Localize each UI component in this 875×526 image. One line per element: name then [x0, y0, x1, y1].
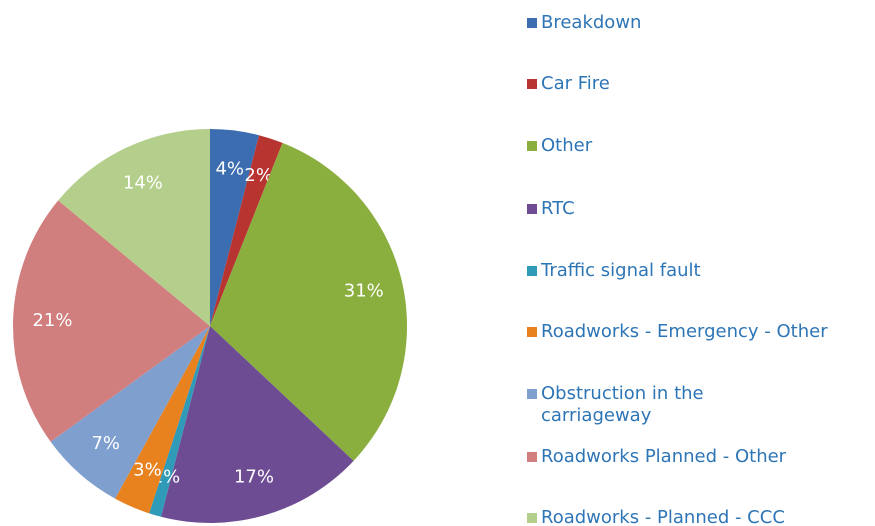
- legend-label: Traffic signal fault: [541, 260, 701, 281]
- legend-item: Roadworks Planned - Other: [527, 446, 862, 468]
- data-label: 31%: [344, 281, 384, 302]
- pie-slice: [50, 326, 210, 499]
- data-label: 7%: [91, 433, 120, 454]
- data-label: 21%: [32, 310, 72, 331]
- pie-slice: [58, 129, 210, 326]
- legend-swatch: [527, 452, 537, 462]
- pie-slice: [161, 326, 354, 524]
- data-label: 14%: [123, 172, 163, 193]
- legend-label: Breakdown: [541, 12, 642, 33]
- legend-swatch: [527, 327, 537, 337]
- data-label: 2%: [244, 165, 273, 186]
- legend-label: Roadworks - Planned - CCC: [541, 507, 785, 526]
- legend-item: Obstruction in the carriageway: [527, 383, 767, 427]
- legend-swatch: [527, 513, 537, 523]
- legend-item: Other: [527, 135, 862, 157]
- legend-item: Breakdown: [527, 12, 862, 34]
- legend-label: RTC: [541, 198, 575, 219]
- data-label: 4%: [215, 159, 244, 180]
- legend-item: RTC: [527, 198, 862, 220]
- legend-swatch: [527, 141, 537, 151]
- legend-item: Car Fire: [527, 73, 862, 95]
- legend-item: Roadworks - Emergency - Other: [527, 321, 862, 343]
- legend-swatch: [527, 266, 537, 276]
- legend-item: Roadworks - Planned - CCC: [527, 507, 862, 526]
- legend-swatch: [527, 204, 537, 214]
- pie-slice: [210, 129, 259, 326]
- pie-slice: [115, 326, 210, 514]
- pie-slice: [210, 135, 283, 326]
- legend-swatch: [527, 18, 537, 28]
- pie-slice: [149, 326, 210, 517]
- legend-item: Traffic signal fault: [527, 260, 862, 282]
- legend-label: Roadworks - Emergency - Other: [541, 321, 828, 342]
- pie-slice: [210, 142, 407, 461]
- data-label: 3%: [133, 460, 162, 481]
- pie-slice: [13, 200, 211, 442]
- legend-label: Obstruction in the carriageway: [541, 383, 704, 426]
- legend-label: Car Fire: [541, 73, 610, 94]
- pie-area: 4% 2%31%17%1%3%7%21%14%: [13, 129, 407, 524]
- legend-label: Roadworks Planned - Other: [541, 446, 787, 467]
- legend-swatch: [527, 79, 537, 89]
- data-label: 17%: [234, 466, 274, 487]
- legend-swatch: [527, 389, 537, 399]
- legend-label: Other: [541, 135, 593, 156]
